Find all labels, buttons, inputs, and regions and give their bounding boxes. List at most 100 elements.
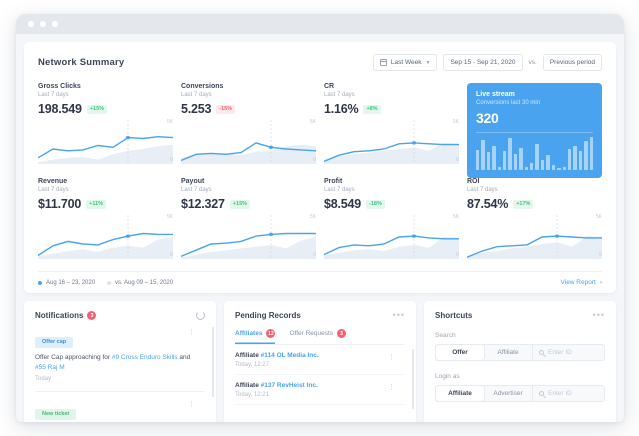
shortcut-group: Login as Affiliate Advertiser Enter ID	[435, 373, 605, 402]
live-bar	[589, 137, 593, 170]
axis-label-top: 5K	[166, 214, 173, 220]
window-close-dot[interactable]	[28, 21, 34, 27]
metric-subtitle: Last 7 days	[324, 92, 355, 98]
summary-header: Network Summary Last Week ▼ Sep 15 - Sep…	[38, 54, 602, 71]
axis-label-bottom: 0	[456, 157, 459, 163]
live-bar	[508, 138, 512, 170]
metric-subtitle: Last 7 days	[467, 187, 498, 193]
metric-name: Profit	[324, 178, 343, 185]
live-bar	[567, 148, 572, 170]
live-bar	[492, 146, 496, 170]
live-bar	[530, 162, 534, 170]
notification-item[interactable]: New ticket⋮New Affiliate #51 RevHeist In…	[35, 401, 205, 422]
pending-records-panel: Pending Records ••• Affiliates 12 Offer Re…	[224, 301, 416, 422]
metric-card: Revenue Last 7 days $11.700 +11% 5K 0	[38, 178, 173, 265]
metric-card: Conversions Last 7 days 5.253 -15% 5K 0	[181, 83, 316, 178]
axis-label-bottom: 0	[313, 252, 316, 258]
pending-title: Pending Records	[235, 311, 301, 320]
notification-tag: Offer cap	[35, 336, 74, 348]
live-bar	[540, 160, 545, 170]
record-link[interactable]: #114 OL Media Inc.	[260, 352, 319, 359]
kebab-menu-icon[interactable]: ⋮	[388, 384, 395, 391]
pending-tabs: Affiliates 12 Offer Requests 3	[235, 329, 405, 345]
shortcuts-panel: Shortcuts ••• Search Offer Affiliate Enter …	[424, 301, 616, 422]
table-row[interactable]: ⋮ Affiliate #137 RevHeist Inc. Today, 12:2…	[235, 375, 405, 405]
shortcut-label: Login as	[435, 373, 460, 380]
shortcut-label: Search	[435, 332, 456, 339]
window-minimize-dot[interactable]	[40, 21, 46, 27]
tab-offer-requests[interactable]: Offer Requests 3	[289, 329, 347, 344]
tab-affiliates[interactable]: Affiliates 12	[235, 329, 276, 344]
shortcut-group: Search Offer Affiliate Enter ID	[435, 332, 605, 361]
compare-period-select[interactable]: Previous period	[542, 54, 602, 71]
window-maximize-dot[interactable]	[52, 21, 58, 27]
metric-value: 87.54%	[467, 197, 509, 211]
vs-label: vs.	[528, 59, 537, 66]
more-horizontal-icon[interactable]: •••	[592, 310, 605, 320]
notifications-count-badge: 3	[87, 311, 97, 320]
refresh-icon[interactable]	[196, 311, 205, 320]
metric-sparkline: 5K 0	[324, 119, 459, 164]
kebab-menu-icon[interactable]: ⋮	[388, 354, 395, 361]
metric-value: 198.549	[38, 102, 82, 116]
metric-name: Payout	[181, 178, 205, 185]
notifications-header: Notifications 3	[35, 311, 205, 320]
axis-label-top: 5K	[452, 214, 459, 220]
view-report-label: View Report	[560, 279, 596, 286]
metric-delta-badge: +15%	[86, 104, 108, 114]
metric-delta-badge: +8%	[363, 104, 381, 114]
view-report-link[interactable]: View Report ›	[561, 279, 602, 286]
metric-sparkline: 5K 0	[38, 119, 173, 164]
record-title: Affiliate #137 RevHeist Inc.	[235, 382, 318, 389]
notifications-scrollbar[interactable]	[212, 327, 214, 397]
notifications-panel: Notifications 3 Offer cap ⋮ Offer Cap appr…	[24, 301, 216, 422]
notification-time: Today	[35, 376, 52, 383]
id-input[interactable]: Enter ID	[532, 345, 604, 360]
metric-subtitle: Last 7 days	[181, 187, 212, 193]
shortcut-row: Offer Affiliate Enter ID	[435, 344, 605, 361]
kebab-menu-icon[interactable]: ⋮	[188, 329, 195, 336]
live-stream-bar-chart	[476, 132, 593, 170]
segment-offer[interactable]: Offer	[436, 345, 484, 360]
notification-link[interactable]: #55 Raj M	[35, 364, 65, 372]
metric-delta-badge: +11%	[86, 199, 107, 209]
metric-delta-badge: -15%	[216, 104, 236, 114]
metric-card: CR Last 7 days 1.16% +8% 5K 0	[324, 83, 459, 178]
live-bar	[562, 166, 566, 170]
segment-advertiser[interactable]: Advertiser	[493, 390, 523, 397]
metric-value: 1.16%	[324, 102, 359, 116]
table-row[interactable]: ⋮ Affiliate #114 OL Media Inc. Today, 12:2…	[235, 345, 405, 375]
metric-delta-badge: -18%	[366, 199, 385, 209]
date-preset-select[interactable]: Last Week ▼	[372, 54, 438, 71]
metric-delta-badge: +15%	[229, 199, 251, 209]
kebab-menu-icon[interactable]: ⋮	[188, 401, 195, 409]
date-range-field[interactable]: Sep 15 - Sep 21, 2020	[443, 54, 523, 71]
axis-label-bottom: 0	[170, 157, 173, 163]
axis-label-bottom: 0	[599, 252, 602, 258]
live-bar	[497, 166, 502, 170]
metric-sparkline: 5K 0	[38, 214, 173, 259]
id-input[interactable]: Enter ID	[532, 386, 604, 401]
more-horizontal-icon[interactable]: •••	[392, 310, 405, 320]
id-input-placeholder: Enter ID	[548, 390, 572, 397]
axis-label-bottom: 0	[170, 252, 173, 258]
notification-item[interactable]: Offer cap ⋮ Offer Cap approaching for #9 C…	[35, 329, 205, 393]
notification-text: Offer Cap approaching for #9 Cross Endur…	[35, 354, 191, 372]
metric-name: Conversions	[181, 83, 224, 90]
segment-affiliate[interactable]: Affiliate	[497, 349, 519, 356]
live-bar	[551, 165, 556, 170]
record-link[interactable]: #137 RevHeist Inc.	[260, 382, 318, 389]
shortcuts-groups: Search Offer Affiliate Enter ID Login as Affi…	[435, 332, 605, 402]
notifications-list: Offer cap ⋮ Offer Cap approaching for #9 C…	[35, 329, 205, 422]
live-bar	[573, 146, 577, 170]
notification-link[interactable]: #9 Cross Enduro Skills	[111, 354, 178, 361]
axis-label-top: 5K	[309, 214, 316, 220]
segment-affiliate[interactable]: Affiliate	[436, 386, 484, 401]
chart-legend: Aug 16 – 23, 2020 vs. Aug 09 – 15, 2020	[38, 280, 173, 286]
live-bar	[513, 154, 518, 170]
search-icon	[539, 391, 544, 396]
record-time: Today, 12:27	[235, 362, 269, 368]
metric-value: 5.253	[181, 102, 212, 116]
pending-scrollbar[interactable]	[412, 349, 414, 409]
id-input-placeholder: Enter ID	[548, 349, 572, 356]
